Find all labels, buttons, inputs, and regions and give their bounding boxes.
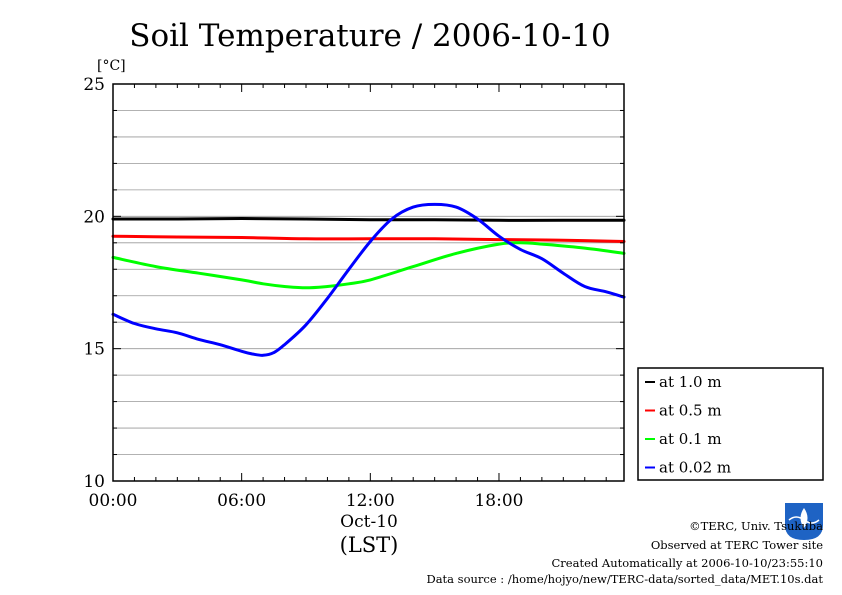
x-axis-date-label: Oct-10 bbox=[340, 512, 398, 532]
series-line-at-1-0-m bbox=[111, 217, 626, 222]
x-axis-title: (LST) bbox=[340, 533, 399, 557]
observed-text: Observed at TERC Tower site bbox=[651, 538, 823, 552]
x-tick-label: 06:00 bbox=[217, 491, 266, 511]
legend: at 1.0 m at 0.5 m at 0.1 m at 0.02 m bbox=[637, 367, 824, 481]
y-tick-label: 20 bbox=[83, 207, 105, 227]
data-source-text: Data source : /home/hojyo/new/TERC-data/… bbox=[426, 572, 823, 586]
grid bbox=[113, 110, 624, 455]
series-line-at-0-1-m bbox=[111, 241, 626, 290]
legend-label: at 1.0 m bbox=[659, 373, 722, 391]
copyright-text: ©TERC, Univ. Tsukuba bbox=[689, 519, 823, 533]
y-axis-unit: [°C] bbox=[97, 58, 126, 74]
plot-frame bbox=[112, 83, 625, 482]
axis-ticks: 10 15 20 25 00:00 06:00 12:00 18:00 bbox=[83, 75, 624, 511]
wave-icon bbox=[788, 516, 820, 524]
legend-label: at 0.1 m bbox=[659, 430, 722, 448]
y-tick-label: 15 bbox=[83, 340, 105, 360]
chart-title: Soil Temperature / 2006-10-10 bbox=[129, 18, 611, 54]
y-tick-label: 25 bbox=[83, 75, 105, 95]
series-lines bbox=[111, 202, 626, 357]
legend-label: at 0.02 m bbox=[659, 459, 731, 477]
created-text: Created Automatically at 2006-10-10/23:5… bbox=[552, 556, 824, 570]
legend-label: at 0.5 m bbox=[659, 402, 722, 420]
y-tick-label: 10 bbox=[83, 472, 105, 492]
x-tick-label: 12:00 bbox=[346, 491, 395, 511]
water-drop-icon bbox=[800, 508, 808, 528]
x-tick-label: 00:00 bbox=[89, 491, 138, 511]
x-tick-label: 18:00 bbox=[474, 491, 523, 511]
series-line-at-0-5-m bbox=[111, 234, 626, 243]
series-line-at-0-02-m bbox=[111, 202, 626, 357]
legend-box bbox=[637, 367, 824, 481]
terc-logo bbox=[785, 503, 823, 540]
